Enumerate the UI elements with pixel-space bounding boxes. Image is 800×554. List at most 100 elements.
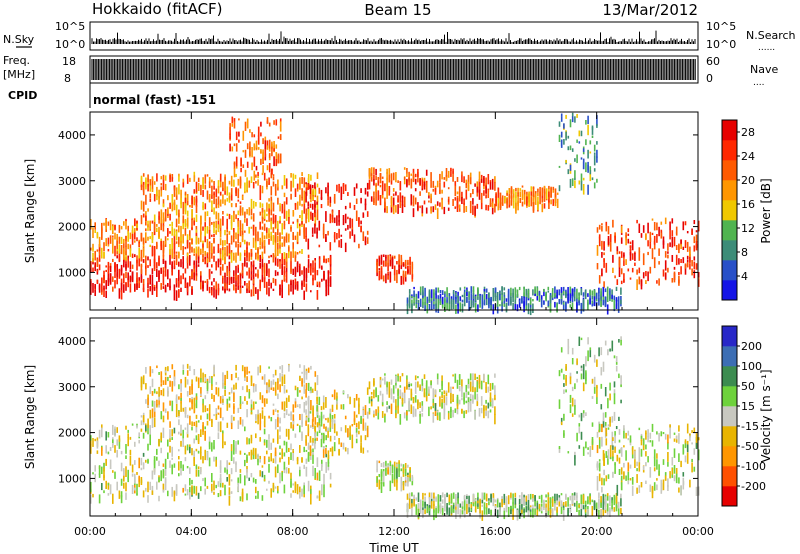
echo-cell: [129, 275, 132, 283]
echo-cell: [224, 229, 226, 236]
echo-cell: [290, 280, 292, 285]
echo-cell: [211, 393, 213, 399]
echo-cell: [255, 234, 257, 241]
echo-cell: [382, 481, 385, 487]
echo-cell: [257, 289, 259, 300]
echo-cell: [587, 115, 589, 124]
echo-cell: [226, 398, 229, 405]
echo-cell: [686, 242, 689, 252]
echo-cell: [514, 289, 517, 300]
echo-cell: [355, 183, 358, 189]
echo-cell: [235, 232, 237, 240]
echo-cell: [277, 155, 280, 164]
echo-cell: [129, 232, 132, 240]
echo-cell: [224, 467, 226, 473]
echo-cell: [510, 287, 512, 296]
echo-cell: [241, 401, 244, 404]
echo-cell: [591, 295, 594, 300]
echo-cell: [390, 197, 393, 208]
echo-cell: [114, 245, 116, 257]
echo-cell: [189, 444, 191, 449]
echo-cell: [465, 384, 468, 391]
echo-cell: [422, 301, 424, 309]
echo-cell: [167, 452, 169, 459]
echo-cell: [253, 156, 256, 167]
echo-cell: [312, 196, 314, 200]
echo-cell: [467, 384, 470, 389]
echo-cell: [512, 197, 515, 202]
echo-cell: [591, 128, 594, 135]
echo-cell: [396, 269, 398, 275]
echo-cell: [246, 209, 248, 215]
echo-cell: [178, 281, 180, 288]
echo-cell: [501, 195, 504, 206]
echo-cell: [454, 181, 457, 187]
echo-cell: [463, 202, 465, 213]
echo-cell: [432, 402, 435, 407]
echo-cell: [351, 229, 354, 236]
echo-cell: [292, 232, 294, 240]
echo-cell: [123, 221, 125, 226]
echo-cell: [224, 199, 226, 206]
echo-cell: [273, 120, 275, 125]
echo-cell: [656, 222, 658, 231]
echo-cell: [517, 194, 519, 204]
echo-cell: [191, 246, 193, 253]
echo-cell: [294, 235, 297, 240]
echo-cell: [162, 275, 165, 286]
echo-cell: [272, 227, 275, 233]
echo-cell: [407, 472, 409, 475]
echo-cell: [327, 258, 330, 263]
echo-cell: [675, 226, 678, 234]
echo-cell: [202, 456, 204, 464]
echo-cell: [219, 473, 222, 484]
echo-cell: [230, 278, 233, 281]
echo-cell: [268, 415, 270, 419]
echo-cell: [403, 167, 406, 170]
echo-cell: [454, 197, 457, 201]
echo-cell: [255, 448, 257, 459]
echo-cell: [456, 191, 459, 195]
echo-cell: [189, 205, 191, 208]
echo-cell: [580, 288, 583, 296]
echo-cell: [351, 424, 354, 427]
echo-cell: [224, 385, 226, 389]
echo-cell: [494, 394, 496, 400]
echo-cell: [370, 167, 373, 177]
echo-cell: [517, 192, 519, 197]
echo-cell: [299, 375, 301, 381]
echo-cell: [226, 422, 229, 428]
echo-cell: [409, 470, 411, 473]
echo-cell: [226, 477, 228, 482]
echo-cell: [409, 266, 411, 275]
echo-cell: [178, 449, 180, 452]
echo-cell: [180, 383, 182, 392]
echo-cell: [195, 236, 198, 245]
echo-cell: [169, 400, 171, 406]
echo-cell: [272, 236, 275, 242]
echo-cell: [151, 400, 154, 407]
echo-cell: [204, 222, 206, 229]
echo-cell: [149, 179, 152, 186]
echo-cell: [230, 194, 233, 201]
echo-cell: [556, 201, 559, 208]
echo-cell: [270, 453, 272, 462]
echo-cell: [620, 287, 622, 295]
echo-cell: [318, 421, 321, 426]
echo-cell: [153, 230, 156, 236]
echo-cell: [114, 280, 116, 289]
echo-cell: [156, 193, 158, 201]
echo-cell: [233, 457, 235, 464]
echo-cell: [178, 431, 180, 435]
echo-cell: [283, 252, 286, 259]
echo-cell: [156, 262, 158, 269]
echo-cell: [182, 210, 185, 215]
echo-cell: [292, 483, 294, 486]
echo-cell: [373, 167, 375, 175]
echo-cell: [411, 274, 414, 280]
echo-cell: [370, 392, 373, 395]
echo-cell: [259, 202, 262, 208]
echo-cell: [274, 183, 277, 189]
echo-cell: [305, 466, 308, 477]
echo-cell: [441, 199, 443, 210]
